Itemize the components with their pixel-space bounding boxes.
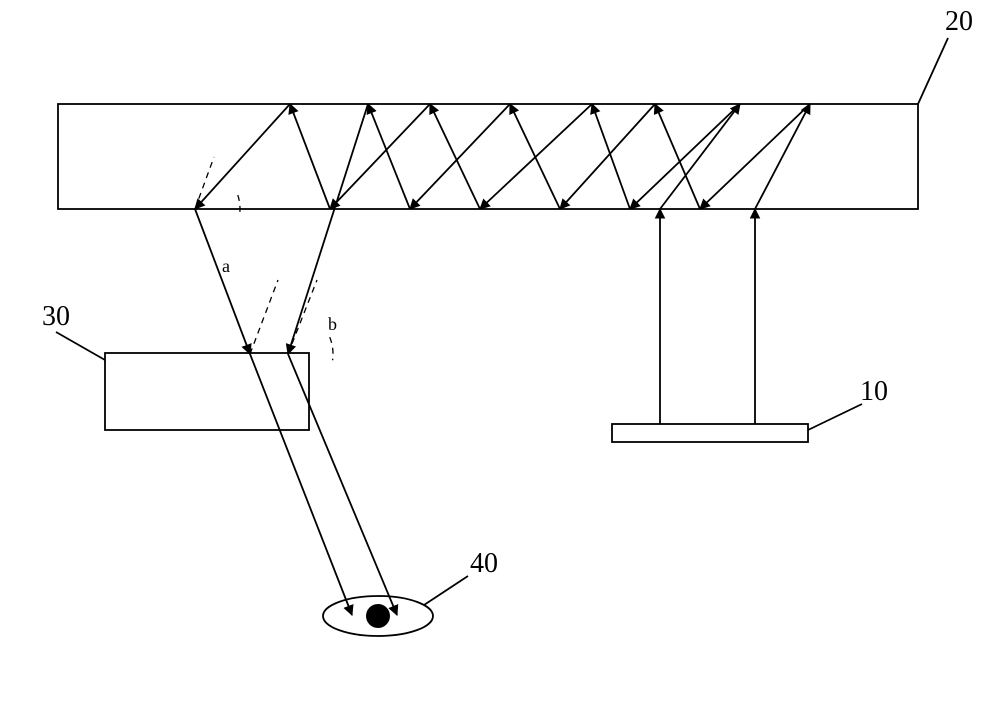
construction-line — [195, 157, 214, 209]
leader-line — [56, 332, 105, 360]
leader-line — [808, 404, 862, 430]
leader-line — [918, 38, 948, 104]
light-ray — [330, 104, 430, 209]
light-ray — [410, 104, 510, 209]
angle-arc — [238, 195, 240, 215]
light-ray — [630, 104, 740, 209]
label-b: b — [328, 314, 337, 334]
light-ray — [660, 104, 740, 209]
light-ray — [655, 104, 700, 209]
construction-line — [250, 280, 278, 354]
light-ray — [592, 104, 630, 209]
light-ray — [288, 354, 397, 615]
label-a: a — [222, 256, 230, 276]
label-n20: 20 — [945, 6, 973, 37]
label-n40: 40 — [470, 548, 498, 579]
light-ray — [368, 104, 410, 209]
leader-line — [424, 576, 468, 605]
angle-arc — [330, 337, 333, 360]
light-ray — [510, 104, 560, 209]
element-10 — [612, 424, 808, 442]
label-n30: 30 — [42, 301, 70, 332]
waveguide-20 — [58, 104, 918, 209]
light-ray — [430, 104, 480, 209]
light-ray — [755, 104, 810, 209]
element-30 — [105, 353, 309, 430]
light-ray — [250, 354, 352, 615]
construction-line — [288, 280, 317, 354]
label-n10: 10 — [860, 376, 888, 407]
light-ray — [290, 104, 330, 209]
light-ray — [700, 104, 810, 209]
light-ray — [195, 104, 290, 209]
light-ray — [195, 209, 250, 354]
eye-pupil-40 — [366, 604, 390, 628]
